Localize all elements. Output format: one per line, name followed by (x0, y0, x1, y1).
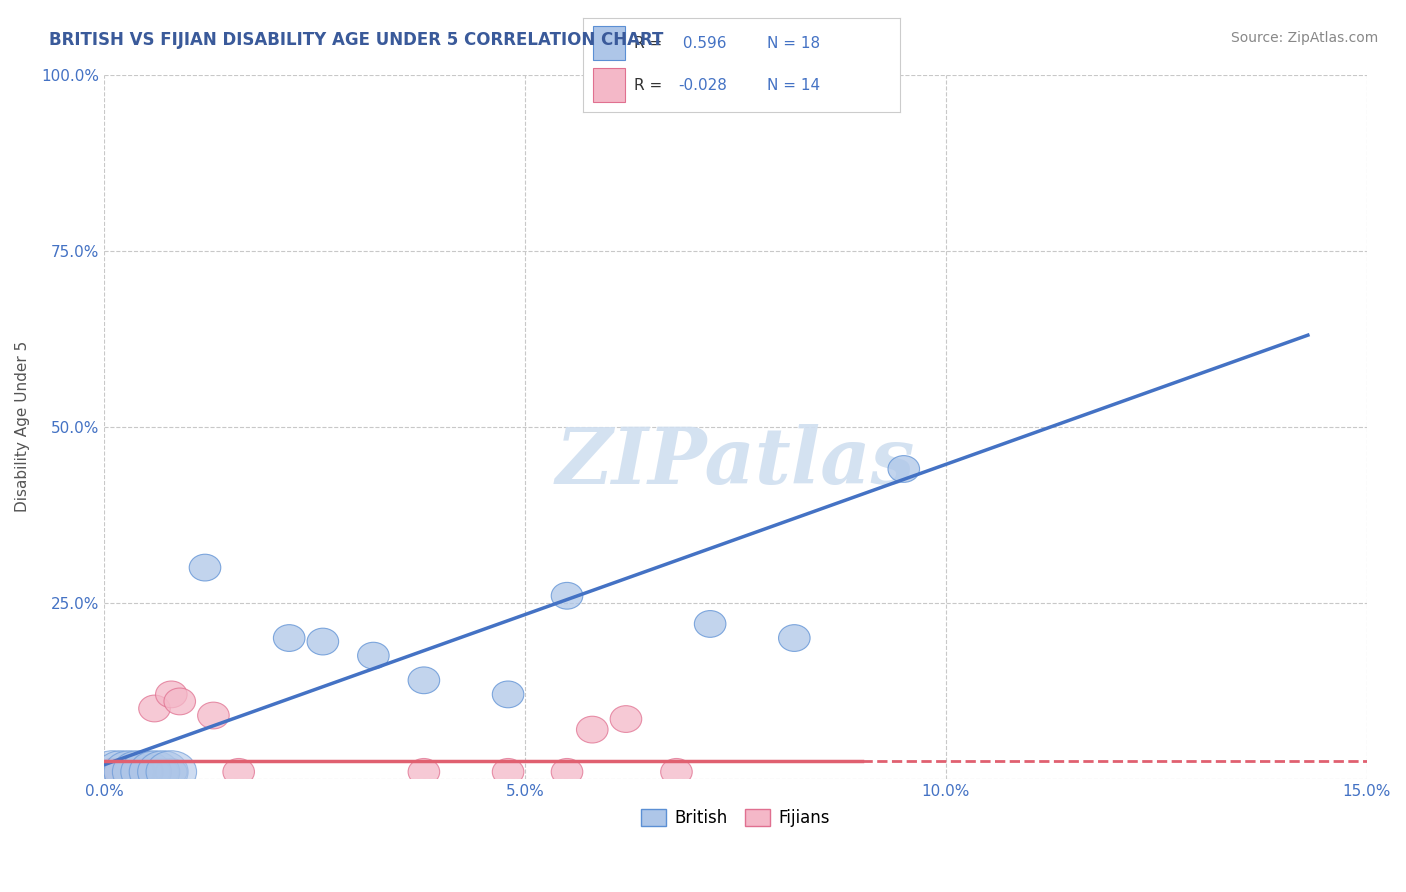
Ellipse shape (408, 667, 440, 694)
Ellipse shape (104, 751, 155, 793)
Ellipse shape (273, 624, 305, 651)
Ellipse shape (551, 758, 583, 785)
Text: Source: ZipAtlas.com: Source: ZipAtlas.com (1230, 31, 1378, 45)
Ellipse shape (551, 582, 583, 609)
Text: -0.028: -0.028 (678, 78, 727, 93)
Ellipse shape (146, 751, 197, 793)
Ellipse shape (576, 716, 607, 743)
Ellipse shape (105, 758, 136, 785)
Text: N = 14: N = 14 (768, 78, 820, 93)
Ellipse shape (661, 758, 692, 785)
Text: BRITISH VS FIJIAN DISABILITY AGE UNDER 5 CORRELATION CHART: BRITISH VS FIJIAN DISABILITY AGE UNDER 5… (49, 31, 664, 49)
Ellipse shape (224, 758, 254, 785)
Ellipse shape (114, 758, 145, 785)
Ellipse shape (105, 758, 136, 785)
Ellipse shape (131, 758, 162, 785)
Ellipse shape (97, 758, 128, 785)
Ellipse shape (97, 758, 128, 785)
Ellipse shape (122, 758, 153, 785)
Ellipse shape (114, 758, 145, 785)
Ellipse shape (357, 642, 389, 669)
Legend: British, Fijians: British, Fijians (634, 803, 837, 834)
Ellipse shape (610, 706, 641, 732)
Ellipse shape (492, 681, 524, 707)
Text: 0.596: 0.596 (678, 36, 727, 51)
Ellipse shape (139, 758, 170, 785)
Ellipse shape (129, 751, 180, 793)
Y-axis label: Disability Age Under 5: Disability Age Under 5 (15, 341, 30, 512)
Ellipse shape (198, 702, 229, 729)
Ellipse shape (165, 688, 195, 714)
Ellipse shape (112, 751, 163, 793)
Ellipse shape (148, 758, 179, 785)
Ellipse shape (156, 681, 187, 707)
Ellipse shape (138, 751, 188, 793)
FancyBboxPatch shape (593, 26, 624, 60)
FancyBboxPatch shape (593, 69, 624, 103)
Ellipse shape (307, 628, 339, 655)
Ellipse shape (408, 758, 440, 785)
Ellipse shape (87, 751, 138, 793)
Ellipse shape (492, 758, 524, 785)
Text: N = 18: N = 18 (768, 36, 820, 51)
Ellipse shape (190, 554, 221, 581)
Ellipse shape (889, 456, 920, 483)
Ellipse shape (121, 751, 172, 793)
Text: R =: R = (634, 36, 662, 51)
Ellipse shape (156, 758, 187, 785)
Ellipse shape (695, 610, 725, 637)
Ellipse shape (96, 751, 146, 793)
Ellipse shape (779, 624, 810, 651)
Text: R =: R = (634, 78, 662, 93)
Text: ZIPatlas: ZIPatlas (555, 424, 915, 500)
Ellipse shape (139, 695, 170, 722)
